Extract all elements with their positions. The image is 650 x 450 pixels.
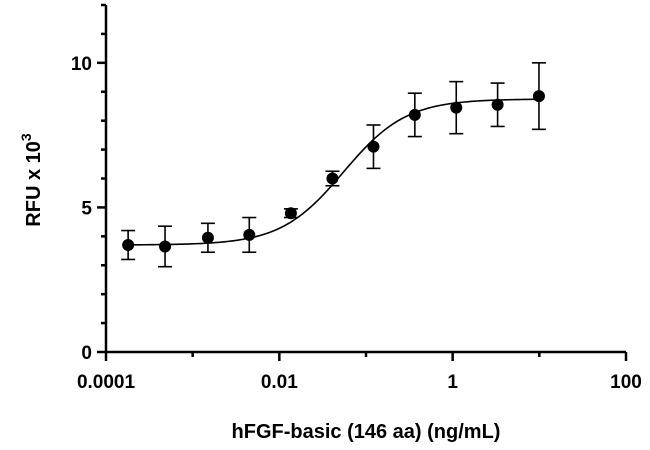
data-points (122, 90, 545, 253)
data-point (201, 231, 214, 244)
data-point (326, 172, 339, 185)
data-point (450, 101, 463, 114)
y-tick-label: 5 (81, 198, 92, 219)
x-tick-label: 1 (447, 372, 458, 393)
y-axis-title-text: RFU x 10 (23, 141, 45, 227)
data-point (532, 90, 545, 103)
data-point (284, 207, 297, 220)
y-axis-title-superscript: 3 (18, 133, 34, 141)
x-axis-title: hFGF-basic (146 aa) (ng/mL) (232, 421, 501, 443)
y-tick-label: 10 (71, 54, 92, 75)
x-tick-label: 0.0001 (77, 372, 136, 393)
data-point (122, 239, 135, 252)
y-tick-label: 0 (81, 343, 92, 364)
x-tick-label: 100 (610, 372, 642, 393)
data-point (491, 98, 504, 111)
x-tick-label: 0.01 (261, 372, 298, 393)
y-axis-title: RFU x 103 (18, 133, 45, 227)
error-bars (121, 62, 546, 268)
tick-labels: 0 5 10 0.0001 0.01 1 100 (71, 54, 642, 393)
axes (97, 3, 628, 361)
data-point (367, 140, 380, 153)
data-point (408, 108, 421, 121)
data-point (243, 228, 256, 241)
data-point (159, 240, 172, 253)
